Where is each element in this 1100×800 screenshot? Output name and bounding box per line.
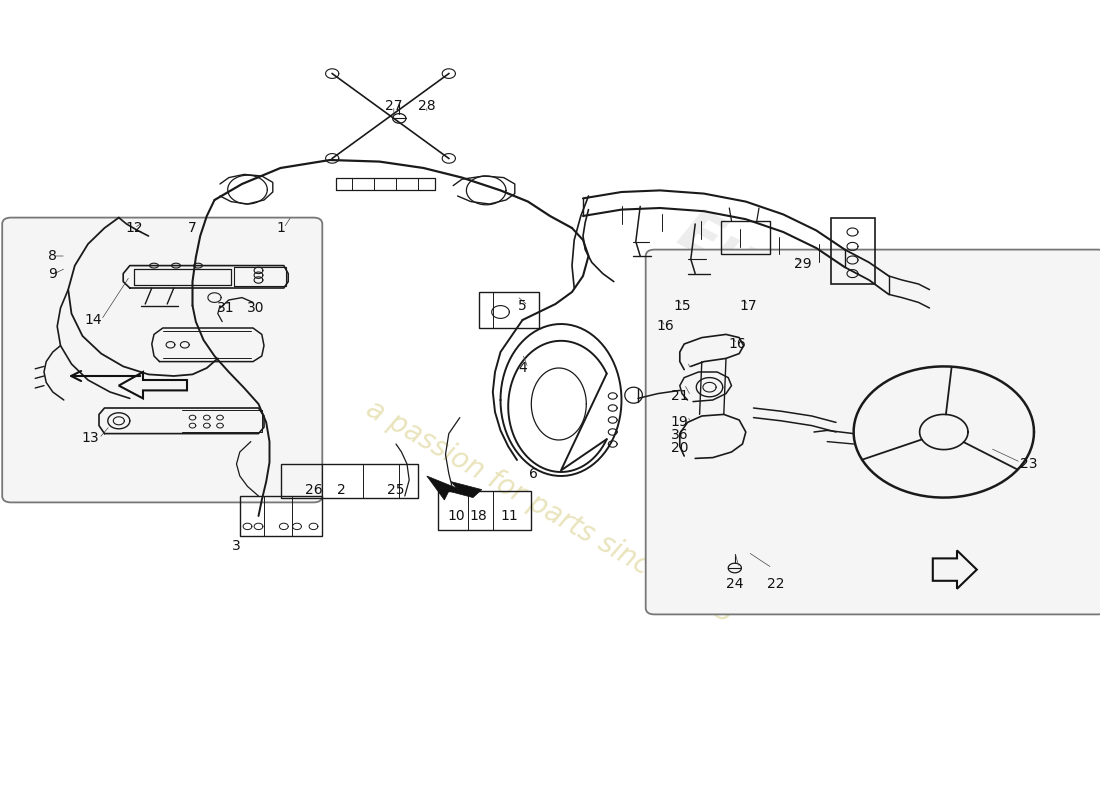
- Text: 9: 9: [48, 267, 57, 282]
- Text: 18: 18: [470, 509, 487, 523]
- Text: 23: 23: [1020, 457, 1037, 471]
- Text: 21: 21: [671, 389, 689, 403]
- Text: 17: 17: [739, 298, 757, 313]
- Text: 29: 29: [794, 257, 812, 271]
- Text: 7: 7: [188, 221, 197, 235]
- Text: 19: 19: [671, 415, 689, 430]
- Polygon shape: [427, 476, 482, 500]
- Text: 27: 27: [385, 98, 403, 113]
- Text: 14: 14: [85, 313, 102, 327]
- Text: 1: 1: [276, 221, 285, 235]
- Text: 16: 16: [728, 337, 746, 351]
- Text: 16: 16: [657, 319, 674, 334]
- Text: 24: 24: [726, 577, 744, 591]
- Text: 22: 22: [767, 577, 784, 591]
- FancyBboxPatch shape: [2, 218, 322, 502]
- Text: 25: 25: [387, 482, 405, 497]
- Text: 10: 10: [448, 509, 465, 523]
- Text: 13: 13: [81, 431, 99, 446]
- Text: a passion for parts since 1985: a passion for parts since 1985: [361, 395, 739, 629]
- FancyBboxPatch shape: [646, 250, 1100, 614]
- Text: 12: 12: [125, 221, 143, 235]
- Text: Europarts: Europarts: [669, 203, 981, 405]
- Text: 30: 30: [246, 301, 264, 315]
- Text: 5: 5: [518, 298, 527, 313]
- Text: 26: 26: [305, 482, 322, 497]
- Text: 36: 36: [671, 428, 689, 442]
- Text: 20: 20: [671, 441, 689, 455]
- Text: 28: 28: [418, 98, 436, 113]
- Text: 11: 11: [500, 509, 518, 523]
- Text: 15: 15: [673, 298, 691, 313]
- Text: 4: 4: [518, 361, 527, 375]
- Text: 3: 3: [232, 538, 241, 553]
- Text: 2: 2: [337, 482, 345, 497]
- Text: 31: 31: [217, 301, 234, 315]
- Text: 8: 8: [48, 249, 57, 263]
- Text: 6: 6: [529, 466, 538, 481]
